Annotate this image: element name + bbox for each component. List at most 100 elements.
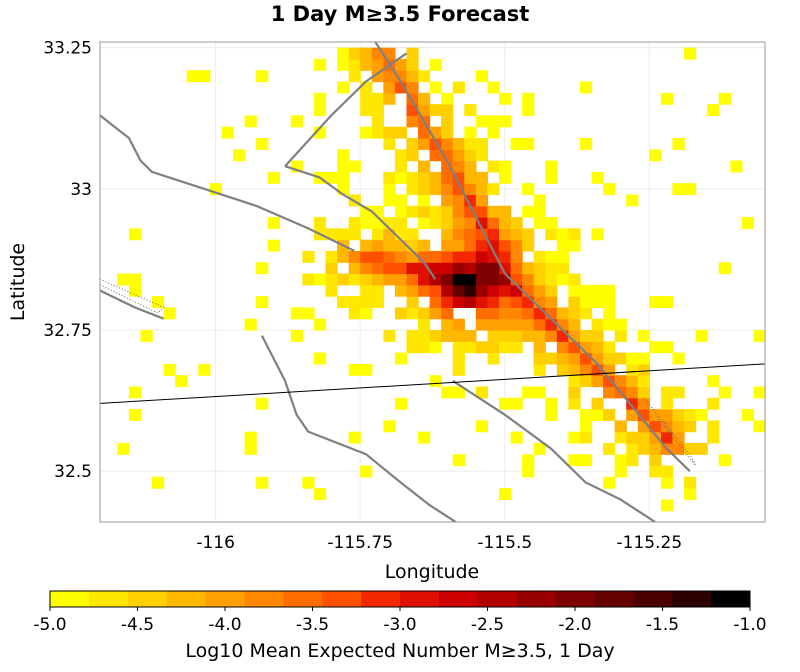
forecast-cell — [464, 273, 477, 286]
forecast-cell — [603, 363, 616, 376]
forecast-cell — [371, 296, 384, 309]
forecast-cell — [406, 296, 419, 309]
forecast-cell — [394, 262, 408, 275]
forecast-cell — [394, 217, 408, 229]
forecast-cell — [233, 149, 246, 162]
forecast-cell — [313, 318, 327, 331]
forecast-cell — [348, 58, 361, 71]
forecast-cell — [475, 250, 489, 263]
forecast-cell — [579, 307, 593, 320]
colorbar-swatch — [127, 591, 168, 607]
forecast-cell — [556, 363, 569, 376]
forecast-cell — [128, 409, 142, 421]
forecast-cell — [152, 476, 165, 489]
forecast-cell — [394, 284, 408, 297]
colorbar-tick-labels: -5.0 -4.5 -4.0 -3.5 -3.0 -2.5 -2.0 -1.5 -1.0 — [33, 607, 767, 635]
forecast-cell — [418, 171, 431, 184]
forecast-cell — [464, 284, 477, 297]
forecast-cell — [637, 363, 650, 376]
forecast-cell — [290, 307, 303, 320]
forecast-cell — [568, 352, 581, 365]
forecast-cell — [337, 58, 350, 71]
forecast-cell — [429, 149, 442, 162]
forecast-cell — [637, 409, 650, 421]
fault-outline — [643, 397, 697, 466]
forecast-cell — [464, 341, 477, 354]
forecast-cell — [556, 352, 569, 365]
forecast-cell — [499, 296, 512, 309]
forecast-cell — [302, 307, 315, 320]
forecast-cell — [360, 58, 373, 71]
colorbar-tick-label: -5.0 — [33, 615, 66, 635]
forecast-cell — [591, 397, 604, 410]
forecast-cell — [325, 228, 338, 241]
forecast-cell — [487, 228, 500, 241]
forecast-cell — [626, 386, 639, 399]
forecast-cell — [452, 363, 465, 376]
forecast-cell — [360, 250, 373, 263]
forecast-cell — [603, 341, 616, 354]
forecast-cell — [637, 352, 650, 365]
forecast-cell — [533, 330, 546, 342]
forecast-cell — [568, 228, 581, 241]
forecast-cell — [221, 126, 234, 139]
forecast-cell — [406, 81, 419, 94]
forecast-cell — [499, 239, 512, 252]
forecast-cell — [499, 330, 512, 342]
forecast-cell — [429, 375, 442, 388]
x-tick-label: -115.25 — [617, 533, 683, 553]
forecast-cell — [383, 262, 396, 275]
forecast-cell — [499, 307, 512, 320]
forecast-cell — [475, 115, 489, 128]
forecast-cell — [556, 318, 569, 331]
forecast-cell — [464, 330, 477, 342]
colorbar-swatch — [205, 591, 245, 607]
forecast-cell — [406, 228, 419, 241]
forecast-cell — [499, 217, 512, 229]
forecast-cell — [360, 363, 373, 376]
forecast-cell — [579, 138, 593, 150]
forecast-cell — [464, 262, 477, 275]
forecast-cell — [383, 126, 396, 139]
forecast-cell — [568, 397, 581, 410]
fault-line — [284, 165, 437, 280]
forecast-cell — [741, 409, 755, 421]
forecast-cell — [452, 194, 465, 207]
forecast-cell — [510, 273, 523, 286]
forecast-cell — [603, 386, 616, 399]
colorbar-tick-label: -3.0 — [383, 615, 416, 635]
forecast-cell — [475, 217, 489, 229]
colorbar-tick-label: -4.0 — [208, 615, 241, 635]
forecast-cell — [371, 250, 384, 263]
forecast-cell — [337, 296, 350, 309]
forecast-cell — [614, 431, 627, 444]
forecast-cell — [360, 307, 373, 320]
forecast-cell — [487, 126, 500, 139]
forecast-cell — [591, 296, 604, 309]
forecast-cell — [394, 194, 408, 207]
forecast-cell — [487, 318, 500, 331]
forecast-cell — [499, 262, 512, 275]
forecast-cell — [394, 81, 408, 94]
forecast-cell — [649, 420, 662, 433]
forecast-cell — [533, 307, 546, 320]
forecast-cell — [533, 194, 546, 207]
forecast-cell — [591, 330, 604, 342]
forecast-cell — [441, 296, 454, 309]
forecast-cell — [418, 217, 431, 229]
forecast-cell — [510, 318, 523, 331]
forecast-cell — [660, 92, 674, 105]
forecast-cell — [545, 160, 558, 173]
colorbar-swatch — [283, 591, 323, 607]
forecast-cell — [487, 239, 500, 252]
forecast-cell — [348, 307, 361, 320]
forecast-cell — [707, 420, 720, 433]
forecast-cell — [418, 104, 431, 117]
forecast-cell — [475, 171, 489, 184]
forecast-cell — [464, 104, 477, 117]
forecast-cell — [290, 160, 303, 173]
forecast-cell — [684, 409, 697, 421]
forecast-cell — [649, 431, 662, 444]
forecast-cell — [452, 160, 465, 173]
forecast-cell — [718, 92, 731, 105]
